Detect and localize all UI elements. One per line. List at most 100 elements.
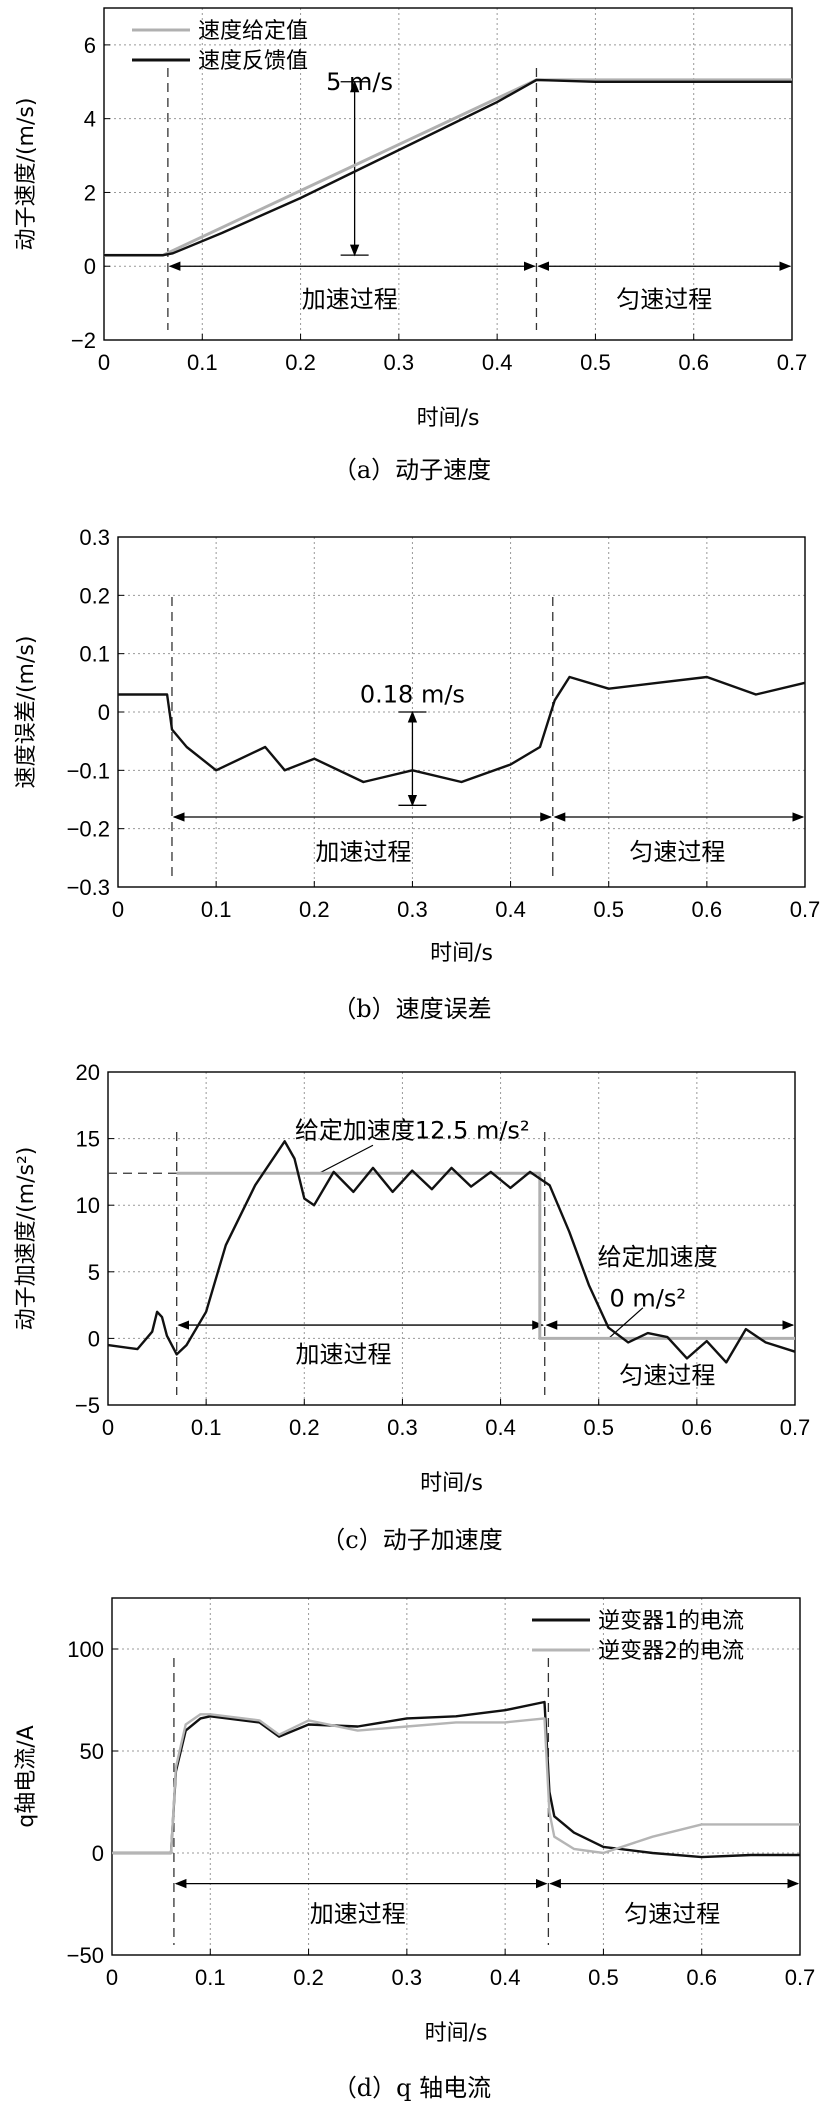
- legend-label: 速度给定值: [198, 19, 308, 44]
- x-tick-label: 0.6: [686, 1965, 717, 1990]
- y-tick-label: 4: [84, 107, 96, 132]
- callout-leader: [318, 1144, 374, 1174]
- x-tick-label: 0.1: [201, 897, 232, 922]
- x-tick-label: 0.3: [397, 897, 428, 922]
- x-tick-label: 0.7: [785, 1965, 816, 1990]
- plot-frame: [117, 536, 806, 888]
- series-line-2: [104, 78, 792, 257]
- annotation-label: 加速过程: [315, 838, 411, 866]
- x-tick-label: 0.1: [187, 350, 218, 375]
- x-tick-label: 0: [102, 1415, 114, 1440]
- x-tick-label: 0.4: [485, 1415, 516, 1440]
- x-axis-title: 时间/s: [420, 1471, 483, 1496]
- x-tick-label: 0.7: [780, 1415, 811, 1440]
- x-tick-label: 0.4: [495, 897, 526, 922]
- series-line-2: [107, 1140, 796, 1364]
- annotation-label: 加速过程: [310, 1900, 406, 1928]
- y-axis-title: 动子加速度/(m/s²): [14, 1147, 39, 1331]
- panel-2: 0 0.1 0.2 0.3 0.4 0.5 0.6 0.7 −0.3 −0.2 −0.1 0 0.1 0.…: [14, 525, 820, 1023]
- y-tick-label: 0.2: [79, 583, 110, 608]
- x-axis-title: 时间/s: [425, 2021, 488, 2046]
- annotation-label: 给定加速度12.5 m/s²: [295, 1117, 530, 1145]
- y-tick-label: 20: [76, 1060, 100, 1085]
- y-tick-label: 0.1: [79, 642, 110, 667]
- legend-label: 逆变器1的电流: [598, 1609, 744, 1634]
- series-line-2: [112, 1713, 800, 1855]
- y-tick-label: −0.1: [67, 758, 110, 783]
- y-tick-label: 6: [84, 33, 96, 58]
- y-tick-label: −2: [71, 328, 96, 353]
- annotation-label: 加速过程: [296, 1340, 392, 1368]
- y-tick-label: 0: [92, 1841, 104, 1866]
- series-line-1: [118, 675, 806, 784]
- x-tick-label: 0.1: [195, 1965, 226, 1990]
- x-tick-label: 0.5: [593, 897, 624, 922]
- plot-frame: [107, 1071, 796, 1406]
- x-tick-label: 0: [98, 350, 110, 375]
- x-tick-label: 0.5: [588, 1965, 619, 1990]
- x-tick-label: 0.2: [289, 1415, 320, 1440]
- y-tick-label: −0.2: [67, 817, 110, 842]
- y-tick-label: 15: [76, 1127, 100, 1152]
- annotation-label: 给定加速度: [598, 1243, 718, 1271]
- x-tick-label: 0.4: [482, 350, 513, 375]
- y-axis-title: q轴电流/A: [14, 1725, 39, 1827]
- x-tick-label: 0.7: [790, 897, 821, 922]
- panel-3: 0 0.1 0.2 0.3 0.4 0.5 0.6 0.7−505101520给定加速度12.…: [14, 1060, 810, 1554]
- x-tick-label: 0.3: [387, 1415, 418, 1440]
- y-tick-label: 0: [84, 254, 96, 279]
- figure-caption: （b）速度误差: [332, 995, 491, 1023]
- figure-caption: （d）q 轴电流: [333, 2074, 491, 2102]
- y-tick-label: −0.3: [67, 875, 110, 900]
- x-tick-label: 0.5: [583, 1415, 614, 1440]
- x-tick-label: 0.6: [682, 1415, 713, 1440]
- figure-caption: （a）动子速度: [333, 456, 491, 484]
- x-tick-label: 0.6: [678, 350, 709, 375]
- x-tick-label: 0.2: [285, 350, 316, 375]
- y-axis-title: 动子速度/(m/s): [14, 98, 39, 251]
- y-tick-label: 2: [84, 180, 96, 205]
- legend-label: 速度反馈值: [198, 49, 308, 74]
- annotation-label: 匀速过程: [619, 1362, 715, 1390]
- x-tick-label: 0.2: [293, 1965, 324, 1990]
- figure-caption: （c）动子加速度: [321, 1526, 502, 1554]
- annotation-label: 加速过程: [302, 285, 398, 313]
- x-tick-label: 0.3: [392, 1965, 423, 1990]
- y-tick-label: 0: [88, 1326, 100, 1351]
- annotation-label: 匀速过程: [624, 1900, 720, 1928]
- annotation-label: 匀速过程: [616, 285, 712, 313]
- y-axis-title: 速度误差/(m/s): [14, 636, 39, 789]
- plot-frame: [103, 7, 793, 341]
- x-tick-label: 0.1: [191, 1415, 222, 1440]
- annotation-label: 5 m/s: [326, 68, 393, 96]
- annotation-label: 0.18 m/s: [360, 681, 465, 709]
- y-tick-label: −50: [67, 1943, 104, 1968]
- x-tick-label: 0.3: [384, 350, 415, 375]
- y-tick-label: 0.3: [79, 525, 110, 550]
- plot-frame: [111, 1597, 801, 1956]
- y-tick-label: 0: [98, 700, 110, 725]
- x-axis-title: 时间/s: [430, 941, 493, 966]
- x-tick-label: 0: [106, 1965, 118, 1990]
- x-tick-label: 0.4: [490, 1965, 521, 1990]
- annotation-label: 0 m/s²: [610, 1284, 687, 1312]
- x-tick-label: 0.2: [299, 897, 330, 922]
- y-tick-label: 50: [80, 1739, 104, 1764]
- x-axis-title: 时间/s: [417, 406, 480, 431]
- x-tick-label: 0.7: [777, 350, 808, 375]
- y-tick-label: 100: [67, 1637, 104, 1662]
- x-tick-label: 0: [112, 897, 124, 922]
- x-tick-label: 0.6: [692, 897, 723, 922]
- legend-label: 逆变器2的电流: [598, 1639, 744, 1664]
- series-line-1: [104, 78, 792, 257]
- annotation-label: 匀速过程: [629, 838, 725, 866]
- series-line-1: [112, 1700, 800, 1859]
- y-tick-label: 10: [76, 1193, 100, 1218]
- y-tick-label: 5: [88, 1260, 100, 1285]
- x-tick-label: 0.5: [580, 350, 611, 375]
- y-tick-label: −5: [75, 1393, 100, 1418]
